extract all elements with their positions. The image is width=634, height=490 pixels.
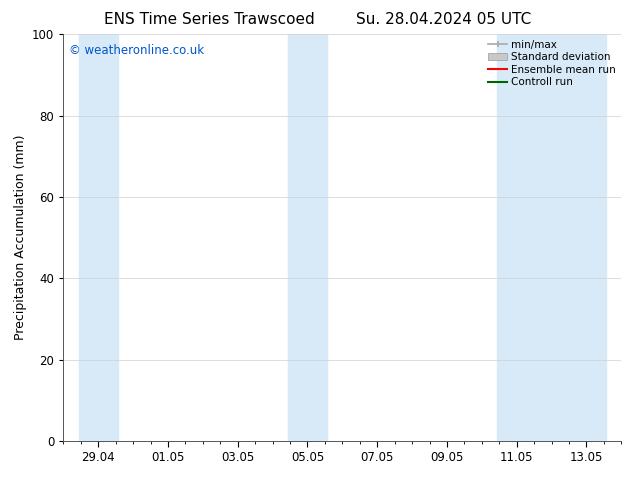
Bar (497, 34, 606, 441)
Text: © weatheronline.co.uk: © weatheronline.co.uk (69, 45, 204, 57)
Text: Su. 28.04.2024 05 UTC: Su. 28.04.2024 05 UTC (356, 12, 531, 27)
Y-axis label: Precipitation Accumulation (mm): Precipitation Accumulation (mm) (13, 135, 27, 341)
Legend: min/max, Standard deviation, Ensemble mean run, Controll run: min/max, Standard deviation, Ensemble me… (486, 37, 618, 89)
Bar (79, 34, 118, 441)
Text: ENS Time Series Trawscoed: ENS Time Series Trawscoed (104, 12, 314, 27)
Bar (288, 34, 327, 441)
